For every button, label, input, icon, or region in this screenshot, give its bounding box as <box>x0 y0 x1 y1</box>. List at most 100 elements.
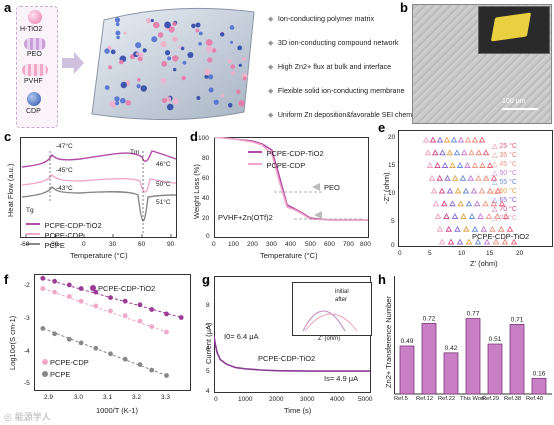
y-tick: 40 <box>202 195 210 202</box>
fit-line <box>42 288 167 333</box>
legend-item: PCPE-CDP-TiO2 <box>26 215 136 233</box>
photo-inset <box>478 6 550 54</box>
particle-dot <box>108 65 113 70</box>
i0-label: I0= 6.4 μA <box>224 332 259 341</box>
x-tick: 3.2 <box>132 394 142 401</box>
panel-d: d Weight Loss (%) PCPE-CDP-TiO2 PCPE-CDP… <box>188 129 374 268</box>
eis-point <box>506 225 514 232</box>
particle-dot <box>172 55 179 62</box>
annotation: Tm <box>130 149 140 156</box>
particle-dot <box>227 102 233 108</box>
particle-dot <box>220 32 225 37</box>
particle-dot <box>120 97 126 104</box>
annotation-pvhf: PVHF+Zn(OTf)2 <box>218 213 273 222</box>
panel-c-label: c <box>4 129 12 144</box>
particle-dot <box>237 45 243 51</box>
particle-dot <box>208 87 214 93</box>
annotation: 50°C <box>156 181 171 188</box>
feature-text: Flexible solid ion-conducting membrane <box>277 86 405 95</box>
particle-dot <box>164 21 171 29</box>
x-axis-label: Temperature (°C) <box>70 251 128 260</box>
particle-dot <box>181 75 186 81</box>
bar <box>531 377 547 395</box>
eis-point <box>479 162 486 168</box>
diamond-icon: ◆ <box>268 88 274 95</box>
y-tick: 100 <box>198 135 209 142</box>
feature-item: ◆ High Zn2+ flux at bulk and interface <box>268 56 428 74</box>
y-tick: -4 <box>24 348 30 355</box>
eis-point <box>485 213 493 219</box>
eis-point <box>424 149 432 156</box>
eis-point <box>478 187 486 194</box>
eis-point <box>489 225 496 232</box>
membrane-illustration <box>91 7 255 121</box>
eis-point <box>502 213 510 219</box>
panel-a-label: a <box>4 0 12 15</box>
data-point <box>164 373 169 378</box>
particle-dot <box>220 93 225 98</box>
particle-dot <box>173 67 177 72</box>
tga-series-line <box>214 137 368 221</box>
x-tick: -60 <box>20 241 30 248</box>
eis-point <box>468 149 475 156</box>
y-tick: 15 <box>388 162 396 169</box>
particle-dot <box>115 22 120 27</box>
eis-point <box>462 187 470 194</box>
eis-point <box>483 238 491 245</box>
eis-point <box>492 238 500 245</box>
annotation: -43°C <box>56 185 73 192</box>
eis-point <box>454 225 461 232</box>
cdp-label: CDP <box>26 108 41 115</box>
particle-dot <box>172 36 178 42</box>
annotation: -47°C <box>56 143 73 150</box>
x-tick: 20 <box>516 250 524 257</box>
h-tio2-icon <box>28 10 42 24</box>
eis-point <box>486 162 494 168</box>
dsc-curve-cdp <box>21 173 177 193</box>
eis-point <box>482 149 490 156</box>
particle-dot <box>168 26 175 33</box>
eis-point <box>486 187 494 194</box>
particle-dot <box>178 45 182 49</box>
bar-category-label: Ref.22 <box>438 396 456 402</box>
bar-value-label: 0.16 <box>533 370 546 377</box>
bar <box>487 343 503 395</box>
eis-point <box>436 225 444 232</box>
particle-dot <box>227 59 232 64</box>
scale-bar-label: 100 μm <box>502 98 526 105</box>
arrow-icon <box>62 52 84 74</box>
legend-label: PCPE-CDP <box>266 161 306 170</box>
particle-dot <box>187 52 194 58</box>
eis-point <box>457 136 465 143</box>
series-label: PCPE-CDP-TiO2 <box>258 354 316 363</box>
dsc-curve-pcpe <box>21 185 177 222</box>
legend-label: PCPE-CDP-TiO2 <box>266 149 324 158</box>
current-line <box>214 336 370 372</box>
particle-dot <box>195 28 200 33</box>
legend-line <box>248 150 262 153</box>
data-point <box>178 315 184 320</box>
data-point <box>52 331 57 337</box>
y-axis-label: Weight Loss (%) <box>192 164 201 219</box>
eis-point <box>443 213 450 219</box>
pvhf-label: PVHF <box>24 78 43 85</box>
y-tick: 0 <box>391 242 395 249</box>
x-tick: 600 <box>324 241 335 248</box>
series-label: PCPE-CDP-TiO2 <box>472 232 530 241</box>
eis-point <box>449 200 456 207</box>
y-tick: 4 <box>206 388 210 395</box>
eis-point <box>444 174 451 181</box>
bar-value-label: 0.72 <box>423 315 436 322</box>
data-point <box>66 294 72 299</box>
feature-item: ◆ Flexible solid ion-conducting membrane <box>268 80 428 98</box>
data-point <box>66 336 72 342</box>
particle-dot <box>212 48 217 53</box>
inset-legend: after <box>335 297 348 303</box>
temp-legend-item: △ 60 °C <box>492 188 517 195</box>
legend-cdp: PCPE-CDP <box>50 358 89 367</box>
peo-label: PEO <box>27 51 42 58</box>
particle-dot <box>161 97 167 103</box>
x-tick: 700 <box>343 241 354 248</box>
bar-value-label: 0.77 <box>467 311 480 318</box>
x-tick: -30 <box>49 241 59 248</box>
